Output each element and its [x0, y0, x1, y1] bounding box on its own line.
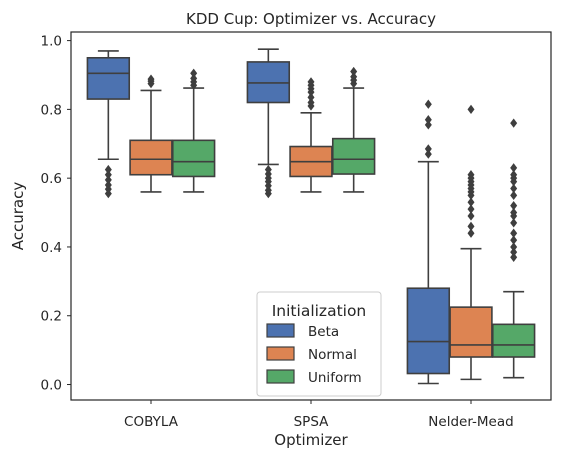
y-tick-label: 0.6 — [41, 171, 62, 187]
box-uniform-spsa — [331, 66, 376, 193]
outlier-point — [467, 221, 475, 231]
iqr-box — [491, 323, 536, 358]
outlier-point — [510, 242, 518, 252]
outlier-point — [467, 204, 475, 214]
outlier-point — [104, 164, 112, 175]
box-normal-spsa — [289, 77, 333, 193]
legend-swatch-normal — [266, 346, 295, 361]
iqr-box — [449, 306, 493, 358]
iqr-box — [129, 139, 173, 176]
outlier-point — [510, 218, 518, 228]
iqr-box — [331, 137, 376, 175]
outlier-point — [467, 211, 475, 221]
legend-label-uniform: Uniform — [308, 370, 362, 386]
box-uniform-cobyla — [171, 68, 216, 193]
y-axis: 0.0 0.2 0.4 0.6 0.8 1.0 — [41, 34, 71, 394]
legend-swatch-beta — [266, 323, 295, 338]
outlier-point — [424, 149, 432, 159]
outlier-point — [510, 201, 518, 211]
outlier-point — [147, 74, 155, 84]
y-tick-label: 0.0 — [41, 378, 62, 394]
box-beta-spsa — [246, 48, 291, 199]
legend-label-beta: Beta — [308, 324, 339, 340]
outlier-point — [350, 72, 358, 82]
outlier-point — [510, 190, 518, 201]
iqr-box — [171, 139, 216, 178]
iqr-box — [406, 287, 451, 375]
y-axis-label: Accuracy — [9, 182, 27, 251]
outlier-point — [467, 104, 475, 115]
chart-title: KDD Cup: Optimizer vs. Accuracy — [186, 10, 436, 28]
plot-area — [86, 48, 536, 385]
y-tick-label: 1.0 — [41, 34, 62, 50]
legend-title: Initialization — [272, 302, 367, 320]
outlier-point — [510, 170, 518, 180]
x-tick-label: SPSA — [294, 414, 330, 430]
outlier-point — [104, 175, 112, 185]
outlier-point — [307, 97, 315, 108]
outlier-point — [510, 252, 518, 262]
outlier-point — [510, 207, 518, 218]
outlier-point — [467, 197, 475, 207]
outlier-point — [510, 247, 518, 257]
outlier-point — [104, 170, 112, 180]
y-tick-label: 0.2 — [41, 309, 62, 325]
box-beta-cobyla — [86, 50, 131, 199]
legend-label-normal: Normal — [308, 347, 357, 363]
outlier-point — [190, 68, 198, 78]
outlier-point — [510, 235, 518, 245]
outlier-point — [264, 164, 272, 175]
outlier-point — [510, 228, 518, 238]
outlier-point — [307, 92, 315, 103]
x-tick-label: Nelder-Mead — [428, 414, 513, 430]
legend-items: Beta Normal Uniform — [266, 323, 362, 386]
box-normal-nelder-mead — [449, 104, 493, 381]
iqr-box — [86, 56, 131, 100]
outlier-point — [510, 183, 518, 194]
outlier-point — [467, 170, 475, 180]
outlier-point — [307, 77, 315, 87]
outlier-point — [424, 120, 432, 130]
outlier-point — [424, 115, 432, 125]
legend-swatch-uniform — [266, 369, 295, 384]
outlier-point — [104, 180, 112, 190]
y-tick-label: 0.4 — [41, 240, 62, 256]
x-axis-label: Optimizer — [274, 431, 348, 449]
outlier-point — [424, 144, 432, 154]
outlier-point — [424, 99, 432, 109]
outlier-point — [190, 73, 198, 84]
y-tick-label: 0.8 — [41, 102, 62, 118]
outlier-point — [467, 228, 475, 238]
outlier-point — [350, 66, 358, 77]
outlier-point — [510, 163, 518, 173]
box-uniform-nelder-mead — [491, 118, 536, 379]
outlier-point — [510, 118, 518, 128]
box-normal-cobyla — [129, 74, 173, 193]
box-beta-nelder-mead — [406, 99, 451, 385]
x-axis: COBYLA SPSA Nelder-Mead — [124, 400, 514, 430]
legend: Initialization Beta Normal Uniform — [256, 291, 382, 397]
x-tick-label: COBYLA — [124, 414, 179, 430]
